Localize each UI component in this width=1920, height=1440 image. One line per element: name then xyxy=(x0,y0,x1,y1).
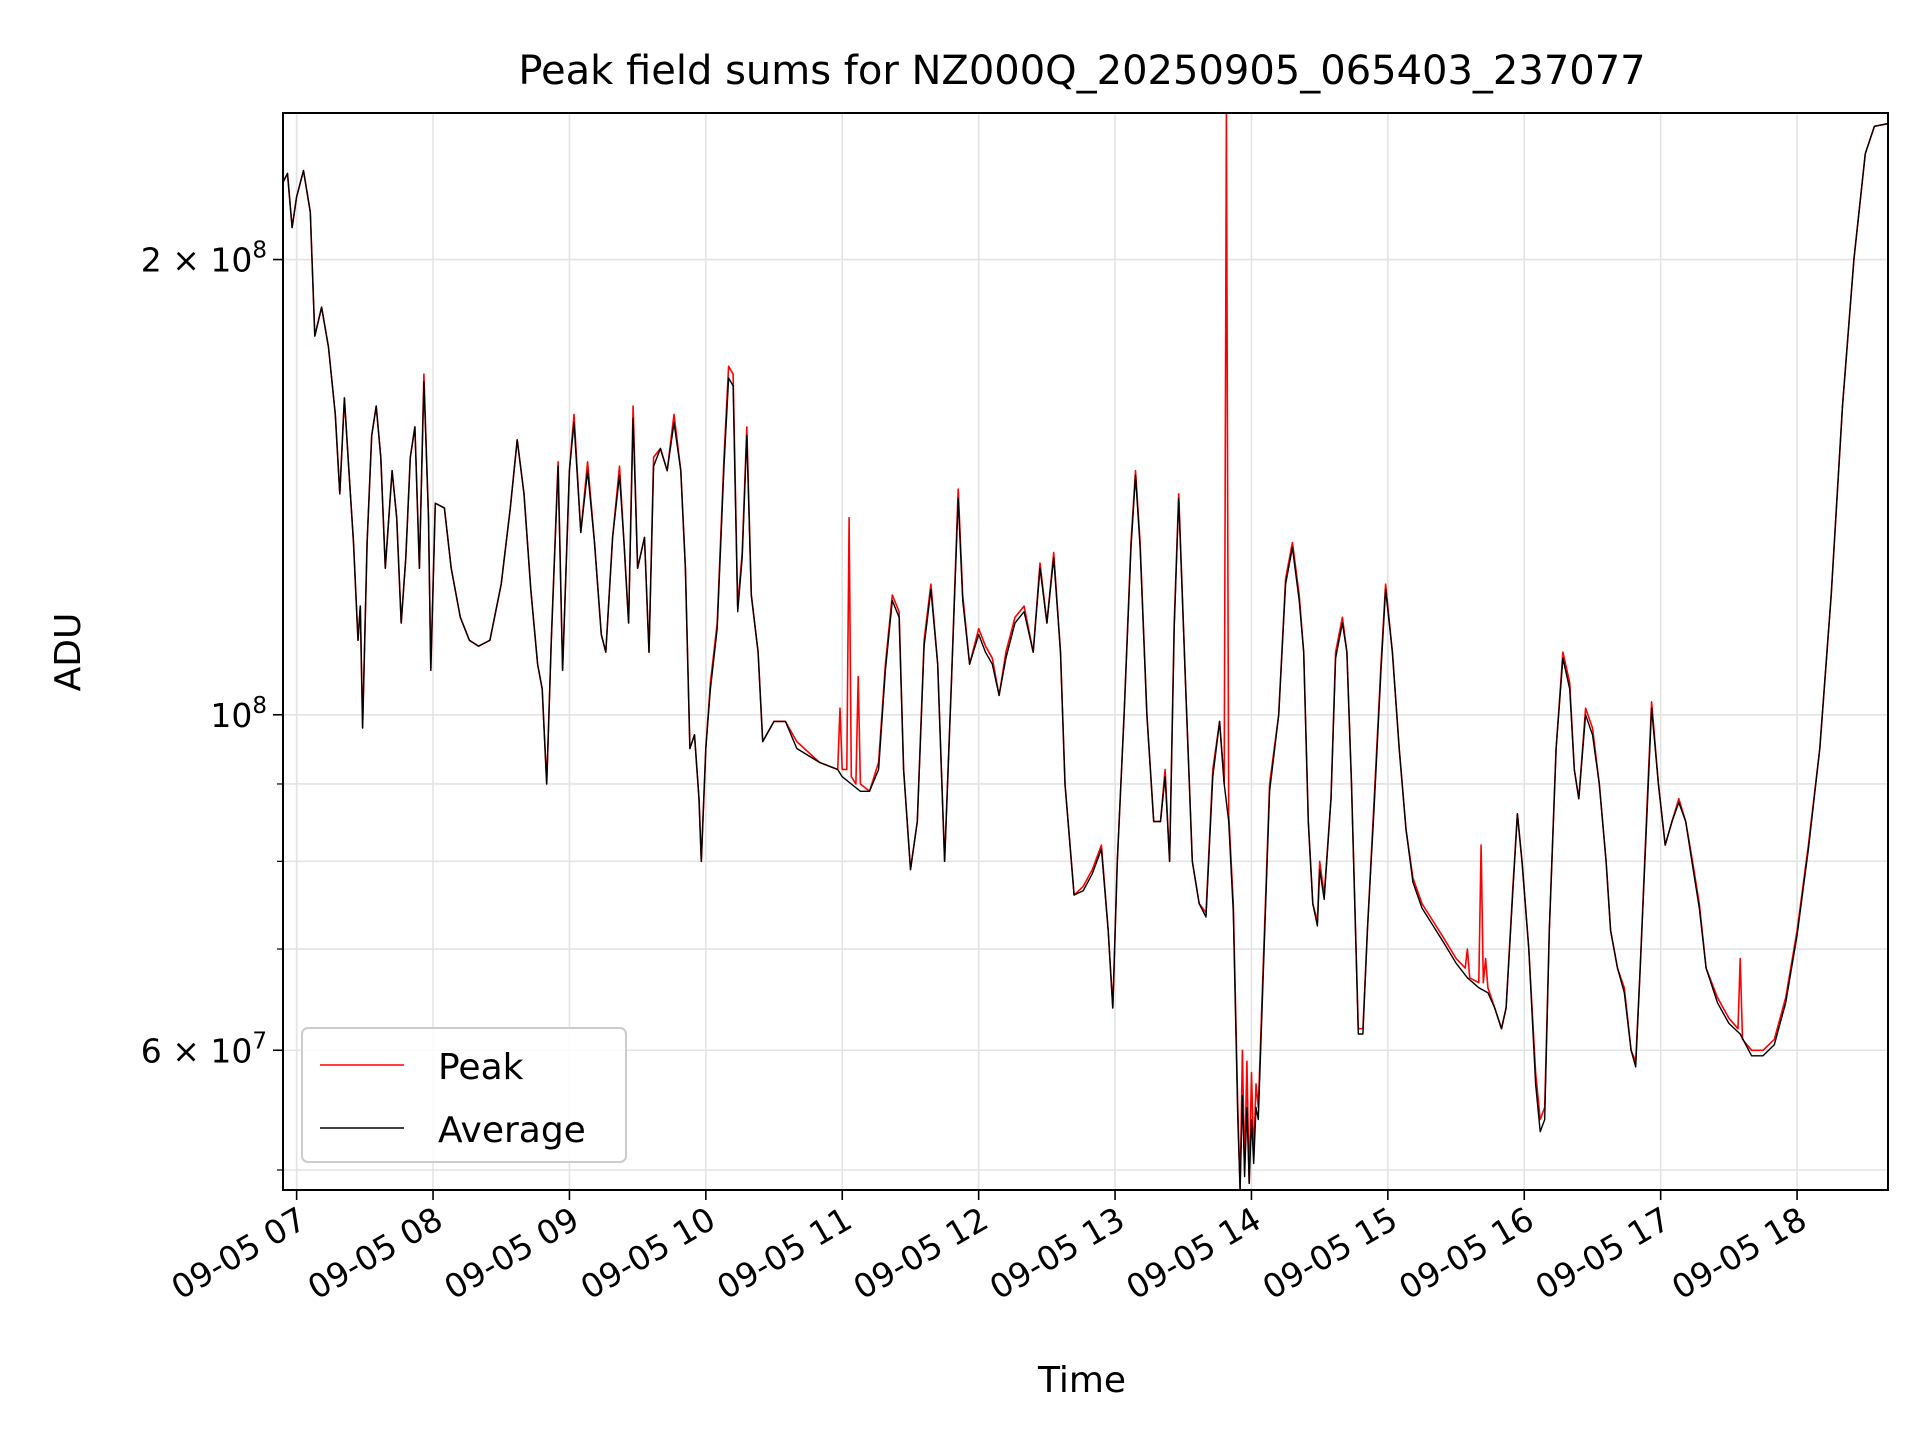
chart-title: Peak field sums for NZ000Q_20250905_0654… xyxy=(518,48,1645,94)
legend-label-peak: Peak xyxy=(438,1047,524,1088)
y-tick-label: 108 xyxy=(210,693,267,735)
grid xyxy=(283,113,1888,1190)
axes-frame xyxy=(282,112,1889,1191)
legend: Peak Average xyxy=(301,1027,627,1163)
legend-label-average: Average xyxy=(438,1110,586,1151)
y-tick-label: 2 × 108 xyxy=(141,238,267,280)
x-axis-label: Time xyxy=(1037,1360,1126,1401)
series-line-average xyxy=(283,122,1888,1190)
y-axis-label: ADU xyxy=(48,613,89,692)
plot-lines xyxy=(283,113,1888,1190)
y-tick-label: 6 × 107 xyxy=(141,1028,267,1070)
